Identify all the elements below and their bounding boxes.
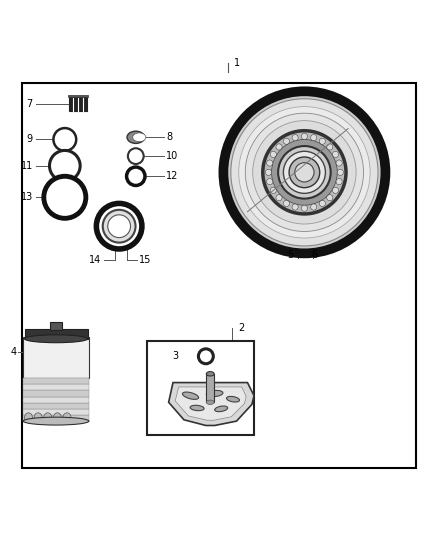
Bar (23, 336, 89, 378)
Ellipse shape (44, 413, 52, 423)
Circle shape (253, 120, 356, 224)
Circle shape (270, 151, 276, 157)
Ellipse shape (133, 133, 146, 142)
Text: 15: 15 (139, 255, 152, 265)
Text: 1: 1 (234, 58, 240, 68)
Bar (25, 329, 88, 339)
Circle shape (332, 151, 339, 157)
Bar (23, 391, 89, 397)
Circle shape (53, 128, 76, 151)
Bar (50, 322, 62, 330)
PathPatch shape (169, 383, 254, 425)
Ellipse shape (183, 392, 198, 399)
Ellipse shape (215, 406, 228, 411)
Circle shape (127, 167, 145, 185)
Circle shape (283, 138, 290, 144)
Circle shape (267, 179, 273, 185)
Ellipse shape (25, 335, 88, 343)
Circle shape (337, 169, 343, 175)
Ellipse shape (226, 397, 240, 402)
Ellipse shape (206, 372, 214, 376)
Circle shape (292, 134, 298, 141)
Ellipse shape (190, 405, 204, 410)
Text: 9: 9 (27, 134, 33, 144)
Text: 3: 3 (172, 351, 178, 361)
Circle shape (301, 205, 307, 211)
Ellipse shape (127, 131, 145, 143)
Text: 8: 8 (166, 132, 173, 142)
Circle shape (128, 148, 144, 164)
Circle shape (223, 91, 385, 253)
Bar (23, 397, 89, 403)
Ellipse shape (206, 390, 223, 397)
Circle shape (267, 160, 273, 166)
Bar (23, 378, 89, 384)
Circle shape (319, 138, 325, 144)
Circle shape (311, 134, 317, 141)
Bar (23, 384, 89, 391)
Text: 11: 11 (21, 161, 33, 171)
Text: 6: 6 (311, 250, 318, 260)
Circle shape (245, 113, 364, 231)
Bar (23, 403, 89, 409)
Bar (206, 374, 214, 402)
Text: 5: 5 (287, 250, 293, 260)
Circle shape (289, 157, 320, 188)
Circle shape (103, 210, 135, 243)
Circle shape (283, 200, 290, 206)
Ellipse shape (25, 413, 32, 423)
Circle shape (263, 131, 346, 214)
Ellipse shape (23, 417, 89, 425)
Circle shape (265, 169, 272, 175)
Circle shape (276, 144, 282, 150)
Text: 12: 12 (166, 171, 179, 181)
Circle shape (292, 204, 298, 210)
Circle shape (239, 107, 370, 238)
Circle shape (108, 215, 131, 238)
Circle shape (96, 204, 142, 249)
Circle shape (270, 187, 276, 193)
Circle shape (44, 176, 86, 219)
Circle shape (231, 99, 378, 246)
Bar (22, 83, 416, 468)
Circle shape (198, 349, 213, 364)
Ellipse shape (63, 413, 71, 423)
Ellipse shape (34, 413, 42, 423)
Circle shape (336, 179, 342, 185)
Circle shape (278, 146, 331, 199)
Bar (23, 415, 89, 421)
Circle shape (272, 140, 337, 205)
Circle shape (319, 200, 325, 206)
Circle shape (327, 144, 333, 150)
Ellipse shape (53, 413, 61, 423)
Circle shape (301, 133, 307, 140)
Circle shape (332, 187, 339, 193)
Circle shape (336, 160, 342, 166)
Text: 4: 4 (11, 347, 17, 357)
Circle shape (283, 151, 325, 193)
Ellipse shape (206, 400, 214, 405)
Bar (68, 95, 88, 98)
Circle shape (311, 204, 317, 210)
Bar (23, 409, 89, 415)
Text: 10: 10 (166, 151, 179, 161)
Text: 7: 7 (27, 100, 33, 109)
Text: 2: 2 (239, 323, 245, 333)
Bar (69, 98, 87, 111)
Circle shape (327, 195, 333, 201)
Circle shape (49, 150, 80, 181)
Circle shape (295, 163, 314, 182)
Text: 13: 13 (21, 192, 33, 203)
Text: 14: 14 (89, 255, 102, 265)
Circle shape (276, 195, 282, 201)
Bar (147, 341, 254, 435)
PathPatch shape (175, 387, 246, 420)
